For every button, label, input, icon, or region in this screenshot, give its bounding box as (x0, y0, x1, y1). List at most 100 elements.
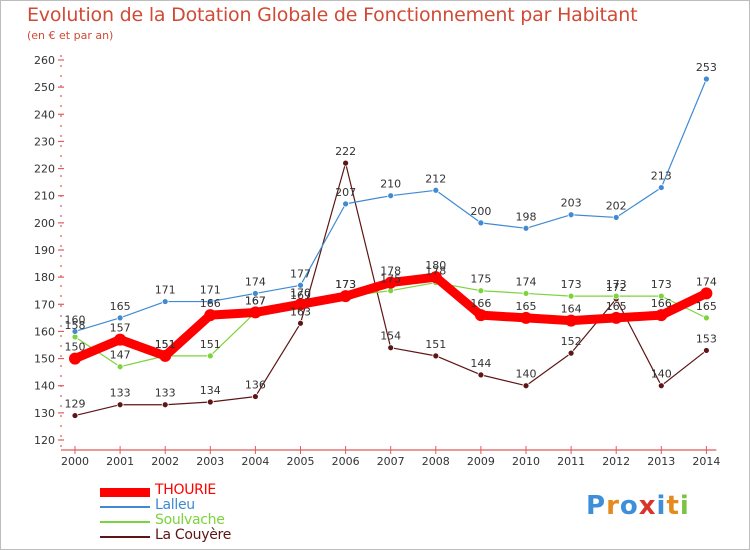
data-label-la-couy-re: 133 (110, 387, 131, 400)
x-tick-label: 2000 (61, 455, 89, 468)
legend-swatch (100, 506, 150, 508)
data-label-la-couy-re: 129 (65, 398, 86, 411)
data-label-thourie: 165 (606, 300, 627, 313)
data-label-lalleu: 177 (290, 267, 311, 280)
data-label-lalleu: 171 (155, 284, 176, 297)
data-point-la-couy-re (477, 371, 485, 379)
data-label-thourie: 165 (516, 300, 537, 313)
data-point-soulvache (657, 292, 665, 300)
data-label-la-couy-re: 151 (425, 338, 446, 351)
logo-letter: o (619, 491, 639, 521)
data-label-lalleu: 202 (606, 199, 627, 212)
data-label-soulvache: 173 (335, 278, 356, 291)
chart-subtitle: (en € et par an) (27, 29, 114, 42)
data-label-la-couy-re: 144 (470, 357, 491, 370)
data-label-thourie: 151 (155, 338, 176, 351)
data-point-la-couy-re (206, 398, 214, 406)
data-label-soulvache: 167 (245, 294, 266, 307)
data-point-thourie (294, 298, 307, 311)
data-label-thourie: 157 (110, 322, 131, 335)
y-tick-label: 250 (34, 81, 55, 94)
data-point-soulvache (567, 292, 575, 300)
y-tick-label: 160 (34, 325, 55, 338)
x-tick-label: 2009 (467, 455, 495, 468)
data-label-thourie: 180 (425, 259, 446, 272)
y-tick-label: 260 (34, 54, 55, 67)
data-label-soulvache: 151 (200, 338, 221, 351)
data-label-soulvache: 178 (425, 265, 446, 278)
logo-letter: x (638, 491, 657, 521)
data-label-thourie: 166 (651, 297, 672, 310)
legend-swatch (100, 536, 150, 538)
data-label-la-couy-re: 152 (561, 335, 582, 348)
data-label-soulvache: 173 (561, 278, 582, 291)
data-point-lalleu (387, 192, 395, 200)
data-label-la-couy-re: 163 (290, 305, 311, 318)
data-label-la-couy-re: 136 (245, 379, 266, 392)
data-point-la-couy-re (342, 159, 350, 167)
x-tick-label: 2003 (196, 455, 224, 468)
data-label-lalleu: 174 (245, 275, 266, 288)
data-label-lalleu: 203 (561, 197, 582, 210)
data-point-soulvache (116, 363, 124, 371)
data-point-lalleu (432, 186, 440, 194)
data-label-lalleu: 210 (380, 178, 401, 191)
data-label-la-couy-re: 153 (696, 332, 717, 345)
data-label-la-couy-re: 172 (606, 281, 627, 294)
y-tick-label: 170 (34, 298, 55, 311)
data-label-soulvache: 147 (110, 349, 131, 362)
x-tick-label: 2005 (287, 455, 315, 468)
data-label-soulvache: 169 (290, 289, 311, 302)
data-label-thourie: 166 (200, 297, 221, 310)
legend-label: THOURIE (155, 482, 216, 498)
data-label-lalleu: 160 (65, 313, 86, 326)
data-label-lalleu: 253 (696, 61, 717, 74)
logo-letter: i (656, 491, 667, 521)
data-point-thourie (69, 352, 81, 365)
data-point-soulvache (612, 292, 620, 300)
data-point-thourie (249, 306, 262, 319)
legend-label: La Couyère (155, 527, 232, 543)
data-point-la-couy-re (567, 349, 575, 357)
x-tick-label: 2004 (241, 455, 269, 468)
data-point-la-couy-re (522, 382, 530, 390)
data-point-lalleu (116, 314, 124, 322)
data-point-thourie (700, 287, 713, 300)
y-tick-label: 190 (34, 244, 55, 257)
data-label-thourie: 150 (65, 341, 86, 354)
data-point-lalleu (342, 200, 350, 208)
data-point-soulvache (703, 314, 710, 322)
data-point-thourie (204, 309, 217, 322)
legend-label: Soulvache (155, 512, 225, 528)
data-point-la-couy-re (432, 352, 440, 360)
data-point-la-couy-re (71, 412, 79, 419)
y-tick-label: 240 (34, 108, 55, 121)
data-point-la-couy-re (703, 347, 710, 354)
legend-label: Lalleu (155, 497, 195, 513)
y-tick-label: 140 (34, 380, 55, 393)
data-point-lalleu (71, 328, 79, 335)
data-label-thourie: 174 (696, 275, 717, 288)
data-label-soulvache: 173 (651, 278, 672, 291)
data-label-thourie: 164 (561, 303, 582, 316)
y-tick-label: 130 (34, 407, 55, 420)
x-tick-label: 2012 (602, 455, 630, 468)
x-tick-label: 2011 (557, 455, 585, 468)
data-point-soulvache (477, 287, 485, 295)
data-label-soulvache: 165 (696, 300, 717, 313)
data-point-lalleu (161, 298, 169, 305)
data-label-soulvache: 158 (65, 319, 86, 332)
data-label-thourie: 170 (290, 286, 311, 299)
data-point-lalleu (612, 214, 620, 221)
data-label-soulvache: 151 (155, 338, 176, 351)
data-point-lalleu (477, 219, 485, 227)
series-lalleu (71, 75, 710, 335)
data-label-la-couy-re: 222 (335, 145, 356, 158)
data-point-thourie (159, 349, 172, 362)
data-point-lalleu (567, 211, 575, 219)
x-tick-label: 2006 (332, 455, 360, 468)
data-label-la-couy-re: 134 (200, 384, 221, 397)
proxiti-logo: Proxiti (586, 491, 690, 521)
legend-swatch (100, 521, 150, 523)
x-tick-label: 2013 (647, 455, 675, 468)
